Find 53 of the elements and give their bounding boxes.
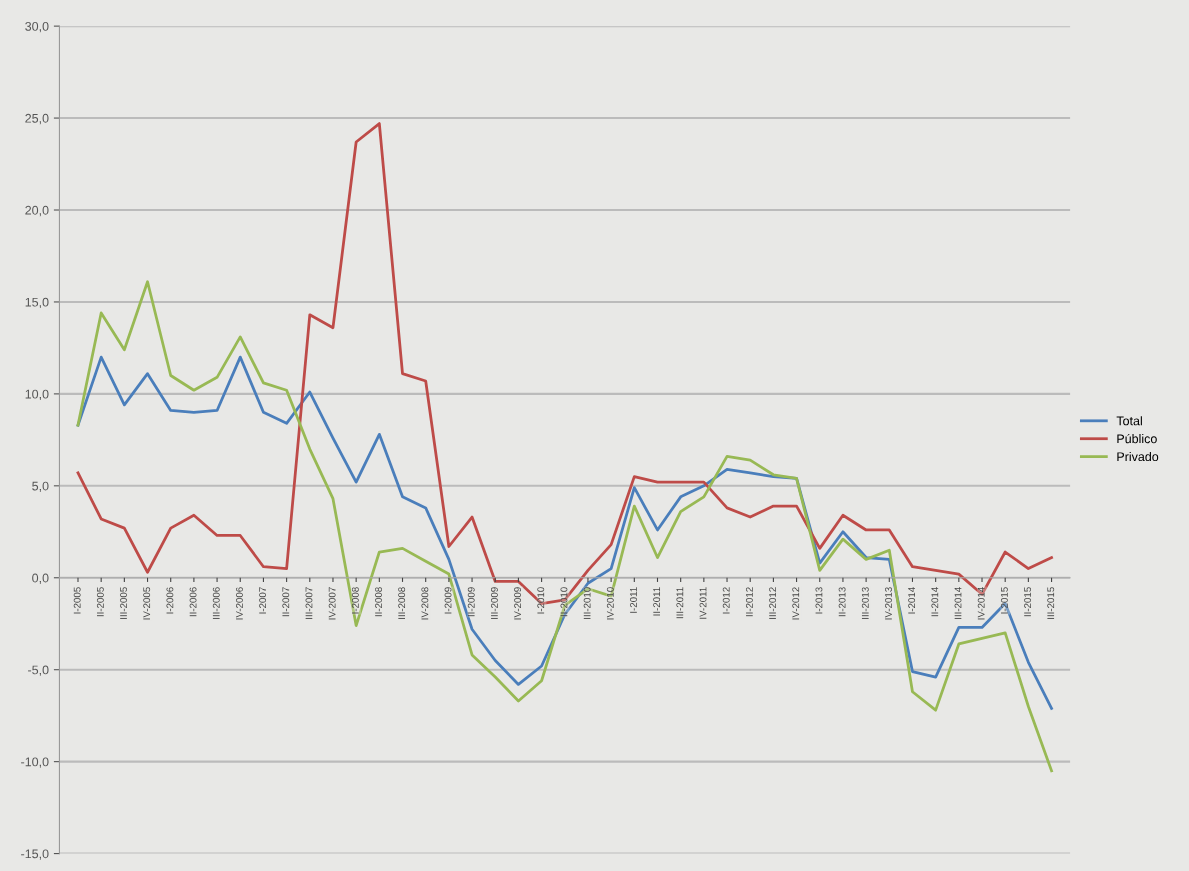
x-tick-label: III-2015	[1047, 587, 1055, 619]
x-tick-label: I-2012	[722, 587, 730, 614]
x-tick-label: II-2013	[838, 587, 846, 617]
x-tick-label: II-2014	[931, 587, 939, 617]
x-tick-label: III-2006	[212, 587, 220, 619]
x-tick-label: II-2009	[467, 587, 475, 617]
x-tick-label: III-2014	[954, 587, 962, 619]
y-tick-label: -10,0	[21, 757, 49, 768]
legend-label: Público	[1117, 433, 1157, 444]
x-tick-label: I-2007	[259, 587, 267, 614]
legend-label: Total	[1116, 416, 1142, 426]
x-tick-label: III-2011	[676, 587, 684, 619]
x-tick-label: IV-2007	[328, 587, 336, 620]
x-tick-label: IV-2011	[699, 587, 707, 619]
y-tick-label: 0,0	[32, 573, 49, 584]
y-tick-label: 15,0	[25, 297, 49, 309]
x-tick-label: II-2005	[96, 587, 104, 617]
x-tick-label: IV-2014	[977, 587, 985, 620]
x-tick-label: IV-2005	[143, 587, 151, 620]
x-tick-label: III-2008	[398, 587, 406, 619]
x-tick-label: III-2012	[769, 587, 777, 619]
y-tick-label: 20,0	[25, 205, 49, 217]
x-tick-label: III-2007	[305, 587, 313, 619]
x-tick-label: II-2007	[282, 587, 290, 617]
x-tick-label: I-2009	[444, 587, 452, 614]
x-tick-label: IV-2009	[514, 587, 522, 620]
x-tick-label: II-2008	[375, 587, 382, 617]
x-tick-label: II-2012	[745, 587, 753, 617]
y-tick-label: -15,0	[21, 849, 49, 860]
y-tick-label: 30,0	[25, 21, 49, 33]
x-tick-label: III-2010	[583, 587, 591, 619]
y-tick-label: 10,0	[25, 389, 49, 401]
y-tick-label: -5,0	[28, 665, 49, 676]
x-tick-label: IV-2008	[421, 587, 429, 620]
x-tick-label: II-2006	[189, 587, 197, 617]
x-tick-label: III-2013	[861, 587, 869, 619]
x-tick-label: IV-2006	[235, 587, 243, 620]
x-tick-label: I-2013	[815, 587, 823, 614]
x-tick-label: I-2008	[351, 587, 359, 614]
x-tick-label: III-2005	[120, 587, 127, 619]
legend-label: Privado	[1117, 451, 1159, 462]
x-tick-label: I-2014	[908, 587, 916, 614]
x-tick-label: III-2009	[490, 587, 498, 619]
x-tick-label: IV-2010	[606, 587, 614, 620]
x-tick-label: I-2011	[630, 587, 637, 613]
x-tick-label: II-2011	[653, 587, 661, 616]
x-tick-label: I-2006	[166, 587, 174, 614]
x-tick-label: II-2015	[1024, 587, 1031, 617]
x-tick-label: I-2005	[73, 587, 81, 614]
y-tick-label: 25,0	[25, 113, 49, 125]
x-tick-label: IV-2012	[792, 587, 800, 620]
y-tick-label: 5,0	[32, 481, 49, 492]
x-tick-label: IV-2013	[885, 587, 892, 620]
